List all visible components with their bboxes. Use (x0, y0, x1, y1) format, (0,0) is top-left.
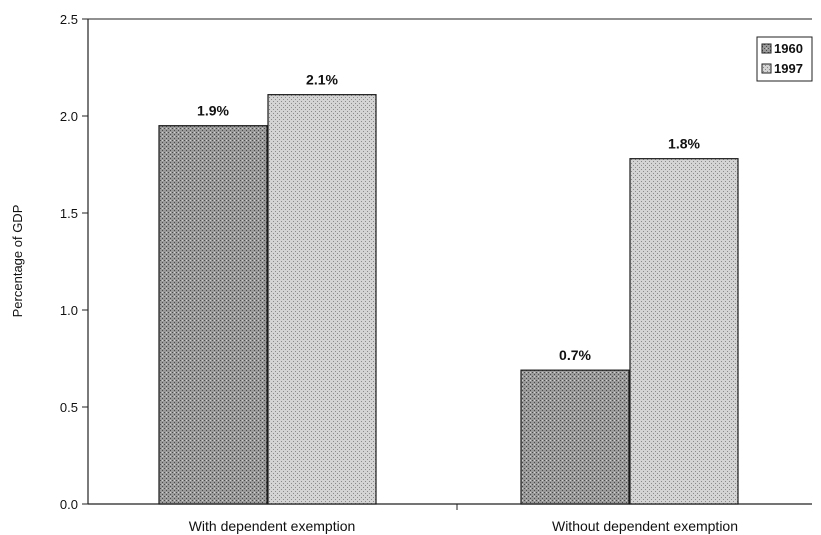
legend-label-1997: 1997 (774, 61, 803, 76)
y-tick-label: 1.0 (60, 303, 78, 318)
data-label: 2.1% (306, 72, 338, 88)
x-tick-label: Without dependent exemption (552, 518, 738, 534)
y-tick-label: 1.5 (60, 206, 78, 221)
data-label: 1.8% (668, 136, 700, 152)
data-labels: 1.9% 2.1% 0.7% 1.8% (197, 72, 700, 363)
data-label: 0.7% (559, 347, 591, 363)
y-tick-label: 0.5 (60, 400, 78, 415)
legend-swatch-1997 (761, 63, 772, 74)
bars (158, 94, 739, 505)
x-axis-labels: With dependent exemption Without depende… (189, 518, 738, 534)
y-axis-ticks: 0.0 0.5 1.0 1.5 2.0 2.5 (60, 12, 88, 512)
y-tick-label: 0.0 (60, 497, 78, 512)
y-tick-label: 2.0 (60, 109, 78, 124)
bar-1960-with (158, 125, 268, 505)
legend-label-1960: 1960 (774, 41, 803, 56)
legend: 1960 1997 (756, 36, 813, 82)
data-label: 1.9% (197, 103, 229, 119)
y-tick-label: 2.5 (60, 12, 78, 27)
bar-1997-without (629, 158, 739, 505)
y-axis-title: Percentage of GDP (10, 205, 25, 318)
bar-1997-with (267, 94, 377, 505)
x-tick-label: With dependent exemption (189, 518, 356, 534)
legend-swatch-1960 (761, 43, 772, 54)
bar-1960-without (520, 369, 630, 505)
